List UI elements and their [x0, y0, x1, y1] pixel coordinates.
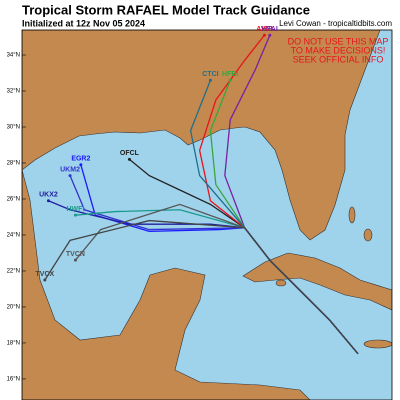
track-label: OFCL	[120, 150, 140, 157]
isle-of-youth	[275, 279, 287, 287]
track-end	[73, 213, 77, 217]
cuba	[242, 252, 392, 311]
track-label: UKM2	[60, 166, 80, 173]
subtitle: Initialized at 12z Nov 05 2024	[22, 18, 145, 28]
tracks	[43, 33, 359, 355]
bahamas	[363, 228, 373, 242]
lat-label: 30°N	[7, 125, 20, 131]
bahamas	[348, 206, 356, 224]
lat-label: 20°N	[7, 305, 20, 311]
credit: Levi Cowan - tropicaltidbits.com	[279, 19, 392, 28]
track-label: CTCI	[202, 71, 218, 78]
track	[44, 219, 359, 355]
track-label: HWFI	[67, 206, 85, 213]
warning: DO NOT USE THIS MAP TO MAKE DECISIONS! S…	[288, 36, 389, 64]
lat-label: 28°N	[7, 161, 20, 167]
track-end	[127, 157, 131, 161]
track-label: UKX2	[39, 192, 58, 199]
united-states	[22, 30, 381, 241]
track-end	[46, 199, 50, 203]
track-end	[262, 33, 266, 37]
track-end	[79, 163, 83, 167]
track-label: HFBI	[222, 71, 238, 78]
track-label: TVCN	[66, 251, 85, 258]
lat-label: 32°N	[7, 89, 20, 95]
track-label: EGR2	[71, 156, 90, 163]
track-end	[43, 278, 47, 282]
track-label: TVCX	[36, 271, 55, 278]
lat-label: 18°N	[7, 341, 20, 347]
track-label: AVNI	[256, 26, 272, 33]
track-label: HFAI	[262, 26, 278, 33]
land	[22, 30, 392, 400]
track-end	[73, 258, 77, 262]
track-end	[268, 33, 272, 37]
warning-line: SEEK OFFICIAL INFO	[293, 54, 384, 64]
jamaica	[363, 339, 392, 349]
lat-label: 34°N	[7, 53, 20, 59]
lat-label: 26°N	[7, 197, 20, 203]
mexico	[22, 169, 311, 400]
track-end	[208, 78, 212, 82]
warning-line: TO MAKE DECISIONS!	[291, 45, 386, 55]
warning-line: DO NOT USE THIS MAP	[288, 36, 389, 46]
track-end	[68, 174, 72, 178]
lat-label: 24°N	[7, 233, 20, 239]
lat-label: 22°N	[7, 269, 20, 275]
map-frame	[21, 29, 393, 400]
track-end	[228, 78, 232, 82]
lat-label: 16°N	[7, 377, 20, 383]
title: Tropical Storm RAFAEL Model Track Guidan…	[22, 2, 310, 17]
